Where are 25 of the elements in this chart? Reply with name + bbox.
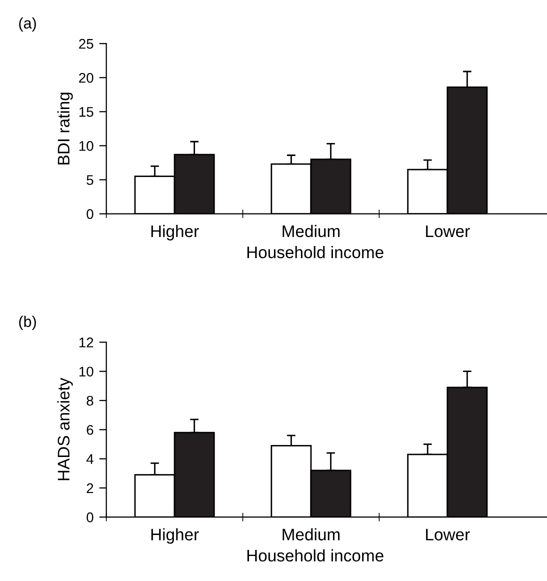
x-tick-label: Medium [282, 224, 340, 238]
x-axis-title: Household income [247, 246, 384, 258]
y-tick-label: 5 [86, 175, 94, 185]
x-tick-label: Medium [282, 528, 340, 540]
y-tick-label: 6 [86, 424, 94, 435]
y-tick-label: 15 [79, 107, 94, 117]
chart-title: (b) [19, 316, 36, 330]
y-tick-label: 12 [79, 338, 94, 348]
x-tick-label: Lower [426, 528, 470, 540]
y-tick-label: 10 [79, 366, 94, 377]
y-tick-label: 10 [79, 141, 94, 151]
y-axis-title: BDI rating [57, 92, 73, 164]
y-tick-label: 0 [86, 512, 94, 522]
x-tick-label: Lower [426, 226, 470, 238]
y-tick-label: 20 [79, 72, 94, 83]
y-tick-label: 4 [86, 454, 94, 464]
y-tick-label: 25 [79, 38, 94, 49]
x-axis-title: Household income [247, 549, 384, 562]
x-tick-label: Higher [151, 224, 199, 240]
y-tick-label: 2 [86, 483, 94, 493]
y-axis-title: HADS anxiety [57, 378, 73, 480]
y-tick-label: 0 [86, 209, 94, 219]
y-tick-label: 8 [86, 396, 94, 406]
x-tick-label: Higher [151, 528, 199, 544]
chart-title: (a) [19, 17, 36, 32]
